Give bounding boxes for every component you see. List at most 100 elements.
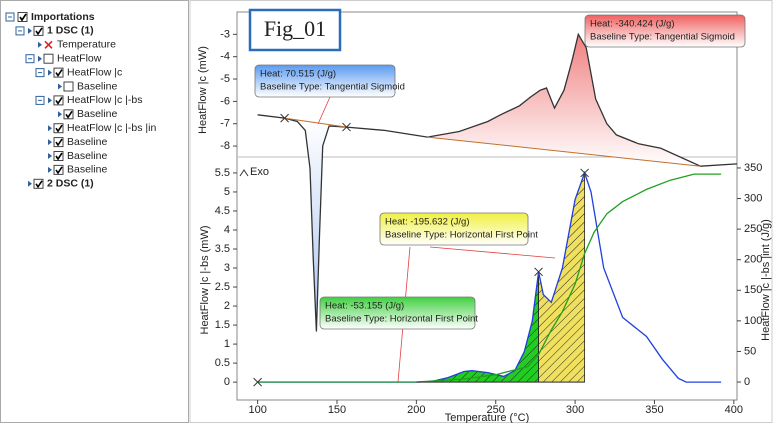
y-tick-label: 3.5 xyxy=(215,243,230,255)
arrow xyxy=(28,180,32,187)
x-tick-label: 350 xyxy=(645,404,663,416)
figure-panel xyxy=(189,0,773,423)
tree-label[interactable]: Temperature xyxy=(57,39,116,51)
x-tick-label: 200 xyxy=(407,404,425,416)
y2-tick-label: 350 xyxy=(744,162,762,174)
tree-label[interactable]: 2 DSC (1) xyxy=(47,178,94,190)
check-mark xyxy=(65,110,73,119)
peak-marker xyxy=(580,168,589,178)
leader-line xyxy=(317,96,331,125)
y-tick-label: 2.5 xyxy=(215,281,230,293)
arrow xyxy=(58,83,62,90)
tree-label[interactable]: Importations xyxy=(31,11,95,23)
tree-label[interactable]: Baseline xyxy=(67,164,107,176)
tree-label[interactable]: HeatFlow |c |-bs |in xyxy=(67,122,156,134)
checkbox[interactable] xyxy=(63,109,74,120)
y2-axis-label: HeatFlow |c |-bs |int (J/g) xyxy=(760,219,772,341)
y2-tick-label: 200 xyxy=(744,254,762,266)
arrow xyxy=(28,27,32,34)
annotation-text: Baseline Type: Horizontal First Point xyxy=(385,230,538,241)
x-tick-label: 250 xyxy=(487,404,505,416)
checkbox[interactable] xyxy=(53,151,64,161)
y-tick-label: 3 xyxy=(224,262,230,274)
y-axis-label: HeatFlow |c |-bs (mW) xyxy=(199,226,211,335)
check-mark xyxy=(35,180,43,189)
check-mark xyxy=(55,124,63,133)
figure-label: Fig_01 xyxy=(264,16,326,41)
y-tick-label: 1 xyxy=(224,338,230,350)
x-icon xyxy=(44,40,53,49)
y2-tick-label: 150 xyxy=(744,284,762,296)
y-tick-label: 0 xyxy=(224,376,230,388)
check-mark xyxy=(55,96,63,105)
annotation-box xyxy=(584,14,746,48)
peak-area xyxy=(284,118,347,332)
tree-label[interactable]: HeatFlow |c xyxy=(67,66,122,78)
y-tick-label: -5 xyxy=(220,73,230,85)
y-tick-label: -7 xyxy=(220,118,230,130)
checkbox[interactable] xyxy=(33,178,44,189)
annotation-text: Heat: -53.155 (J/g) xyxy=(325,301,404,312)
checkbox[interactable] xyxy=(53,67,64,78)
curve xyxy=(257,32,738,332)
y2-tick-label: 300 xyxy=(744,192,762,204)
baseline xyxy=(427,136,701,167)
y2-tick-label: 0 xyxy=(744,376,750,388)
y-tick-label: -3 xyxy=(220,28,230,40)
peak-marker xyxy=(253,377,262,387)
arrow xyxy=(48,97,52,104)
annotation-text: Baseline Type: Tangential Sigmoid xyxy=(590,32,735,43)
check-mark xyxy=(55,69,63,78)
y-tick-label: 2 xyxy=(224,300,230,312)
annotation: Heat: -53.155 (J/g) Baseline Type: Horizo… xyxy=(319,246,478,383)
x-tick-label: 400 xyxy=(725,404,743,416)
checkbox[interactable] xyxy=(17,12,28,22)
check-mark xyxy=(19,13,27,22)
y-tick-label: 4.5 xyxy=(215,205,230,217)
annotation: Heat: -195.632 (J/g) Baseline Type: Horiz… xyxy=(379,212,556,259)
checkbox[interactable] xyxy=(33,25,44,36)
tree-label[interactable]: HeatFlow xyxy=(57,52,102,64)
arrow xyxy=(48,166,52,173)
annotation: Heat: 70.515 (J/g) Baseline Type: Tangent… xyxy=(254,64,405,125)
tree-label[interactable]: Baseline xyxy=(67,136,107,148)
annotation-box xyxy=(254,64,396,98)
checkbox[interactable] xyxy=(43,53,54,64)
leader-line xyxy=(429,246,556,259)
tree-label[interactable]: 1 DSC (1) xyxy=(47,25,94,37)
arrow xyxy=(48,153,52,159)
tree-label[interactable]: Baseline xyxy=(77,80,117,92)
exo-label: Exo xyxy=(250,166,269,178)
tree-label[interactable]: Baseline xyxy=(67,150,107,162)
annotation-text: Baseline Type: Horizontal First Point xyxy=(325,314,478,325)
annotation-text: Heat: -340.424 (J/g) xyxy=(590,19,675,30)
arrow xyxy=(58,111,62,118)
figure-label-box xyxy=(248,8,342,52)
peak-marker xyxy=(280,113,289,123)
y-tick-label: 0.5 xyxy=(215,357,230,369)
tree-panel xyxy=(0,0,189,423)
checkbox[interactable] xyxy=(53,164,64,175)
y-tick-label: 5 xyxy=(224,186,230,198)
tree-label[interactable]: HeatFlow |c |-bs xyxy=(67,94,142,106)
peak-area xyxy=(427,34,701,167)
annotation-box xyxy=(319,296,476,330)
check-mark xyxy=(35,27,43,36)
y-axis-label: HeatFlow |c (mW) xyxy=(197,46,209,134)
y-tick-label: 1.5 xyxy=(215,319,230,331)
checkbox[interactable] xyxy=(53,123,64,134)
x-tick-label: 100 xyxy=(248,404,266,416)
checkbox[interactable] xyxy=(53,95,64,106)
tree-label[interactable]: Baseline xyxy=(77,108,117,120)
peak-marker xyxy=(342,122,351,132)
y-tick-label: 5.5 xyxy=(215,167,230,179)
checkbox[interactable] xyxy=(53,137,64,148)
arrow xyxy=(48,139,52,146)
arrow xyxy=(48,125,52,132)
arrow xyxy=(48,69,52,76)
checkbox[interactable] xyxy=(63,81,74,92)
y-tick-label: 4 xyxy=(224,224,230,236)
y-tick-label: -8 xyxy=(220,140,230,152)
peak-marker xyxy=(534,267,543,277)
